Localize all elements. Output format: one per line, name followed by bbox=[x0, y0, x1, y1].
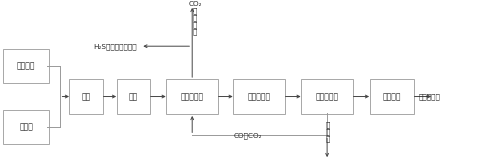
Text: 低温甲醇洗: 低温甲醇洗 bbox=[181, 92, 204, 101]
Text: 醇水分离: 醇水分离 bbox=[382, 92, 401, 101]
Text: 压缩: 压缩 bbox=[129, 92, 138, 101]
Text: 燃炉煤气: 燃炉煤气 bbox=[17, 62, 36, 70]
Text: 低碳醇合成: 低碳醇合成 bbox=[248, 92, 271, 101]
FancyBboxPatch shape bbox=[3, 110, 49, 144]
FancyBboxPatch shape bbox=[233, 79, 285, 114]
Text: CO₂
离
空
排
放: CO₂ 离 空 排 放 bbox=[188, 1, 202, 35]
Text: 弛
放
气: 弛 放 气 bbox=[325, 121, 329, 142]
Text: CO及CO₂: CO及CO₂ bbox=[234, 133, 262, 139]
Text: 气液分离器: 气液分离器 bbox=[315, 92, 339, 101]
FancyBboxPatch shape bbox=[117, 79, 150, 114]
FancyBboxPatch shape bbox=[3, 49, 49, 83]
FancyBboxPatch shape bbox=[69, 79, 103, 114]
Text: H₂S浓缩气去硫回收: H₂S浓缩气去硫回收 bbox=[93, 43, 137, 49]
FancyBboxPatch shape bbox=[166, 79, 218, 114]
Text: 气柜: 气柜 bbox=[82, 92, 91, 101]
FancyBboxPatch shape bbox=[370, 79, 414, 114]
FancyBboxPatch shape bbox=[301, 79, 353, 114]
Text: 合成气: 合成气 bbox=[19, 123, 33, 132]
Text: 低碳醇产品: 低碳醇产品 bbox=[419, 93, 441, 100]
